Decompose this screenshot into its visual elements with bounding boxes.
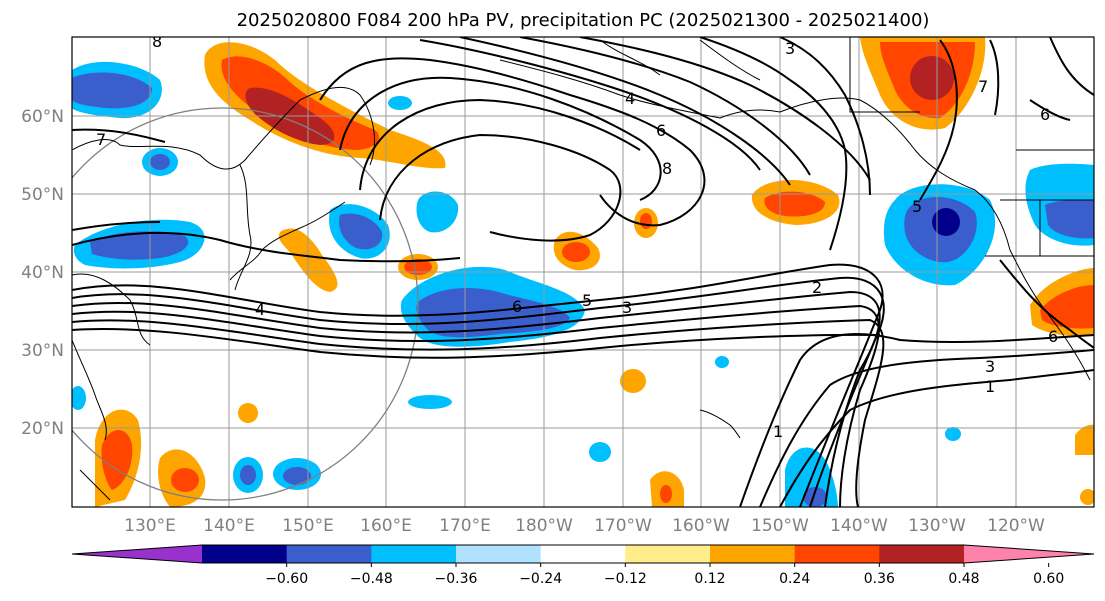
neg-anomaly-british-columbia-center bbox=[932, 208, 960, 236]
contour-label: 8 bbox=[662, 159, 672, 178]
contour-label: 5 bbox=[912, 197, 922, 216]
colorbar: −0.60 −0.48 −0.36 −0.24 −0.12 0.12 0.24 0.36 0.4… bbox=[71, 544, 1095, 587]
colorbar-extend-low bbox=[72, 545, 202, 563]
longitude-labels: 130°E 140°E 150°E 160°E 170°E 180°W 170°… bbox=[124, 516, 1045, 536]
lon-label: 140°W bbox=[830, 516, 888, 536]
colorbar-tick-label: 0.24 bbox=[779, 571, 810, 587]
colorbar-segment bbox=[794, 545, 880, 563]
colorbar-tick-label: 0.12 bbox=[694, 571, 725, 587]
lon-label: 140°E bbox=[203, 516, 255, 536]
contour-label: 6 bbox=[1040, 105, 1050, 124]
colorbar-tick-label: −0.48 bbox=[350, 571, 393, 587]
pos-anomaly-small-5 bbox=[620, 369, 646, 393]
region-circle bbox=[72, 107, 419, 501]
contour-label: 1 bbox=[985, 377, 995, 396]
pos-anomaly-small-1-core bbox=[404, 259, 432, 275]
lon-label: 170°E bbox=[439, 516, 491, 536]
pos-anomaly-small-2-core bbox=[562, 242, 590, 262]
pos-anomaly-south-east-core bbox=[171, 468, 199, 492]
contour-label: 6 bbox=[512, 297, 522, 316]
map-panel: 8 7 4 6 5 3 2 3 1 1 3 4 6 8 5 6 7 6 bbox=[71, 32, 1095, 508]
pos-anomaly-small-4 bbox=[238, 403, 258, 423]
pos-anomaly-philippine-sea-core bbox=[101, 430, 133, 490]
contour-label: 2 bbox=[812, 278, 822, 297]
contour-label: 7 bbox=[96, 130, 106, 149]
colorbar-tick-label: 0.48 bbox=[948, 571, 979, 587]
lon-label: 130°E bbox=[124, 516, 176, 536]
neg-anomaly-small-1-core bbox=[150, 154, 170, 170]
contour-labels: 8 7 4 6 5 3 2 3 1 1 3 4 6 8 5 6 7 6 bbox=[96, 32, 1058, 441]
neg-anomaly-small-7 bbox=[715, 356, 729, 368]
colorbar-segment bbox=[456, 545, 542, 563]
colorbar-segment bbox=[371, 545, 457, 563]
colorbar-segment bbox=[286, 545, 372, 563]
colorbar-tick-label: −0.36 bbox=[435, 571, 478, 587]
contour-label: 6 bbox=[1048, 327, 1058, 346]
contour-label: 3 bbox=[622, 298, 632, 317]
pos-anomaly-small-6-core bbox=[660, 485, 672, 503]
pos-anomaly-baja bbox=[1075, 424, 1094, 455]
colorbar-segment bbox=[202, 545, 288, 563]
colorbar-segment bbox=[540, 545, 626, 563]
neg-anomaly-small-4-core bbox=[283, 467, 311, 485]
colorbar-tick-label: −0.24 bbox=[519, 571, 562, 587]
map-frame bbox=[71, 36, 1095, 508]
contour-label: 1 bbox=[773, 422, 783, 441]
neg-anomaly-japan-north-core bbox=[90, 231, 189, 260]
colorbar-tick-label: 0.60 bbox=[1033, 571, 1064, 587]
contour-label: 5 bbox=[582, 291, 592, 310]
colorbar-tick-label: −0.12 bbox=[604, 571, 647, 587]
colorbar-outline bbox=[71, 544, 1095, 564]
contour-label: 3 bbox=[985, 357, 995, 376]
neg-anomaly-small-2 bbox=[416, 191, 459, 233]
lat-label-30n: 30°N bbox=[21, 341, 64, 361]
lat-label-20n: 20°N bbox=[21, 419, 64, 439]
lat-label-40n: 40°N bbox=[21, 263, 64, 283]
lon-label: 130°W bbox=[908, 516, 966, 536]
neg-anomaly-small-6 bbox=[589, 442, 611, 462]
colorbar-segment bbox=[625, 545, 711, 563]
lon-label: 170°W bbox=[594, 516, 652, 536]
neg-anomaly-small-3-core bbox=[240, 465, 256, 485]
pos-anomaly-small-3-core bbox=[640, 213, 652, 229]
neg-anomaly-small-8 bbox=[945, 427, 961, 441]
lon-label: 150°W bbox=[751, 516, 809, 536]
colorbar-tick-label: 0.36 bbox=[864, 571, 895, 587]
pos-anomaly-small-7 bbox=[1080, 489, 1094, 505]
lon-label: 150°E bbox=[282, 516, 334, 536]
contour-label: 6 bbox=[656, 121, 666, 140]
neg-anomaly-canada-core bbox=[1045, 199, 1094, 239]
lon-label: 120°W bbox=[987, 516, 1045, 536]
lon-label: 160°W bbox=[672, 516, 730, 536]
figure-title: 2025020800 F084 200 hPa PV, precipitatio… bbox=[237, 10, 930, 31]
contour-label: 3 bbox=[785, 39, 795, 58]
neg-anomaly-west-edge bbox=[72, 386, 86, 410]
colorbar-segment bbox=[710, 545, 796, 563]
lon-label: 160°E bbox=[360, 516, 412, 536]
neg-anomaly-small-9 bbox=[388, 96, 412, 110]
latitude-labels: 60°N 50°N 40°N 30°N 20°N bbox=[21, 107, 64, 439]
pos-anomaly-okhotsk-mid bbox=[221, 56, 379, 150]
neg-anomaly-kuril-core bbox=[338, 213, 383, 250]
contour-label: 7 bbox=[978, 77, 988, 96]
colorbar-tick-label: −0.60 bbox=[265, 571, 308, 587]
contour-label: 4 bbox=[255, 300, 265, 319]
pos-anomaly-panhandle-core bbox=[910, 56, 954, 100]
lon-label: 180°W bbox=[515, 516, 573, 536]
contour-label: 8 bbox=[152, 32, 162, 51]
coastlines bbox=[72, 37, 1094, 501]
neg-anomaly-far-east-core bbox=[72, 72, 152, 109]
colorbar-segment bbox=[879, 545, 965, 563]
lat-label-60n: 60°N bbox=[21, 107, 64, 127]
neg-anomaly-small-5 bbox=[408, 395, 452, 409]
contour-label: 4 bbox=[625, 89, 635, 108]
lat-label-50n: 50°N bbox=[21, 185, 64, 205]
neg-anomaly-south-central-core bbox=[803, 487, 827, 507]
pv-contours bbox=[72, 37, 1094, 507]
colorbar-extend-high bbox=[964, 545, 1094, 563]
